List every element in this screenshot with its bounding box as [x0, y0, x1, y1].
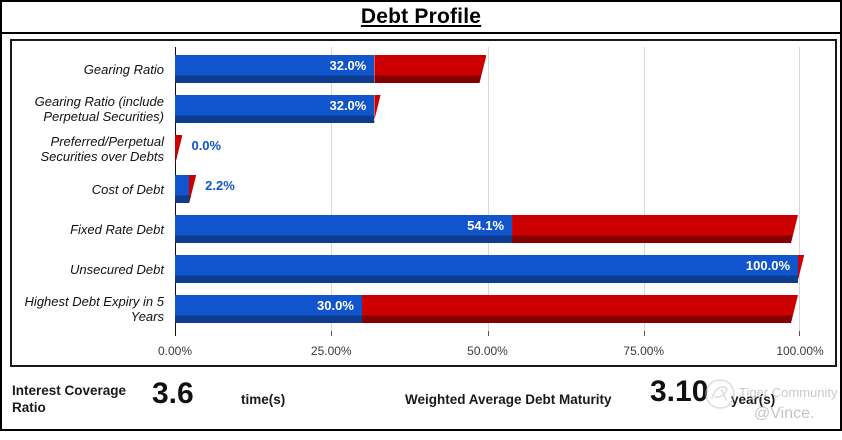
bar: 32.0%: [175, 55, 798, 83]
bar: 30.0%: [175, 295, 798, 323]
category-label: Gearing Ratio (include Perpetual Securit…: [34, 94, 164, 124]
bar-row-highest-debt-expiry: Highest Debt Expiry in 5 Years 30.0%: [12, 289, 798, 329]
report-frame: Debt Profile Gearing Ratio 32.0%: [0, 0, 842, 431]
weighted-average-debt-maturity-value: 3.10: [650, 375, 709, 408]
category-label: Fixed Rate Debt: [70, 221, 164, 237]
bar-segment-red: [362, 295, 798, 323]
bar-segment-blue: 30.0%: [175, 295, 362, 323]
axis-tick: [799, 331, 800, 336]
bar-row-preferred-perpetual: Preferred/Perpetual Securities over Debt…: [12, 129, 798, 169]
bar: 0.0%: [175, 135, 798, 163]
bar-segment-blue: [175, 175, 189, 203]
title-band: Debt Profile: [2, 2, 840, 34]
value-label: 100.0%: [745, 258, 790, 273]
value-label: 2.2%: [205, 178, 235, 193]
gridline-50: [487, 47, 489, 331]
value-label: 32.0%: [329, 98, 367, 113]
debt-profile-chart: Gearing Ratio 32.0% Gearing Ratio (inclu…: [10, 39, 837, 367]
bar-segment-red: [374, 95, 380, 123]
axis-tick: [331, 331, 333, 336]
category-label: Highest Debt Expiry in 5 Years: [24, 294, 164, 324]
gridline-75: [643, 47, 645, 331]
weighted-average-debt-maturity-label: Weighted Average Debt Maturity: [405, 392, 612, 407]
gridline-25: [331, 47, 333, 331]
category-label: Gearing Ratio: [83, 61, 164, 77]
bar-segment-red: [189, 175, 196, 203]
bar: 32.0%: [175, 95, 798, 123]
bar-segment-blue: 100.0%: [175, 255, 798, 283]
bar-rows: Gearing Ratio 32.0% Gearing Ratio (inclu…: [12, 49, 798, 329]
bar-segment-blue: 32.0%: [175, 55, 375, 83]
category-label: Unsecured Debt: [70, 261, 164, 277]
bar-row-cost-of-debt: Cost of Debt 2.2%: [12, 169, 798, 209]
bar-segment-red: [374, 55, 486, 83]
x-axis-tick-label: 75.00%: [623, 344, 665, 358]
x-axis-tick-label: 100.00%: [776, 344, 824, 358]
category-label: Cost of Debt: [91, 181, 164, 197]
bar-segment-blue: 32.0%: [175, 95, 375, 123]
axis-tick: [487, 331, 489, 336]
x-axis-tick-label: 0.00%: [157, 344, 193, 358]
bar-row-gearing-ratio: Gearing Ratio 32.0%: [12, 49, 798, 89]
bar-row-fixed-rate-debt: Fixed Rate Debt 54.1%: [12, 209, 798, 249]
bar-segment-red: [175, 135, 182, 163]
x-axis-tick-label: 25.00%: [310, 344, 352, 358]
weighted-average-debt-maturity-unit: year(s): [731, 392, 776, 407]
value-label: 54.1%: [467, 218, 505, 233]
x-axis-tick-label: 50.00%: [467, 344, 508, 358]
interest-coverage-ratio-unit: time(s): [241, 392, 286, 407]
bar-row-unsecured-debt: Unsecured Debt 100.0%: [12, 249, 798, 289]
bar: 54.1%: [175, 215, 798, 243]
bar-segment-red: [512, 215, 798, 243]
bar: 100.0%: [175, 255, 798, 283]
value-label: 0.0%: [191, 138, 222, 153]
value-label: 30.0%: [317, 298, 354, 313]
bar-segment-blue: 54.1%: [175, 215, 513, 243]
page-title: Debt Profile: [360, 5, 482, 28]
gridline-100: [799, 47, 800, 331]
value-label: 32.0%: [329, 58, 367, 73]
bar: 2.2%: [175, 175, 798, 203]
category-label: Preferred/Perpetual Securities over Debt…: [40, 134, 164, 164]
interest-coverage-ratio-label: Interest Coverage Ratio: [12, 383, 127, 415]
bar-row-gearing-ratio-perpetual: Gearing Ratio (include Perpetual Securit…: [12, 89, 798, 129]
interest-coverage-ratio-value: 3.6: [152, 377, 194, 410]
axis-tick: [643, 331, 645, 336]
